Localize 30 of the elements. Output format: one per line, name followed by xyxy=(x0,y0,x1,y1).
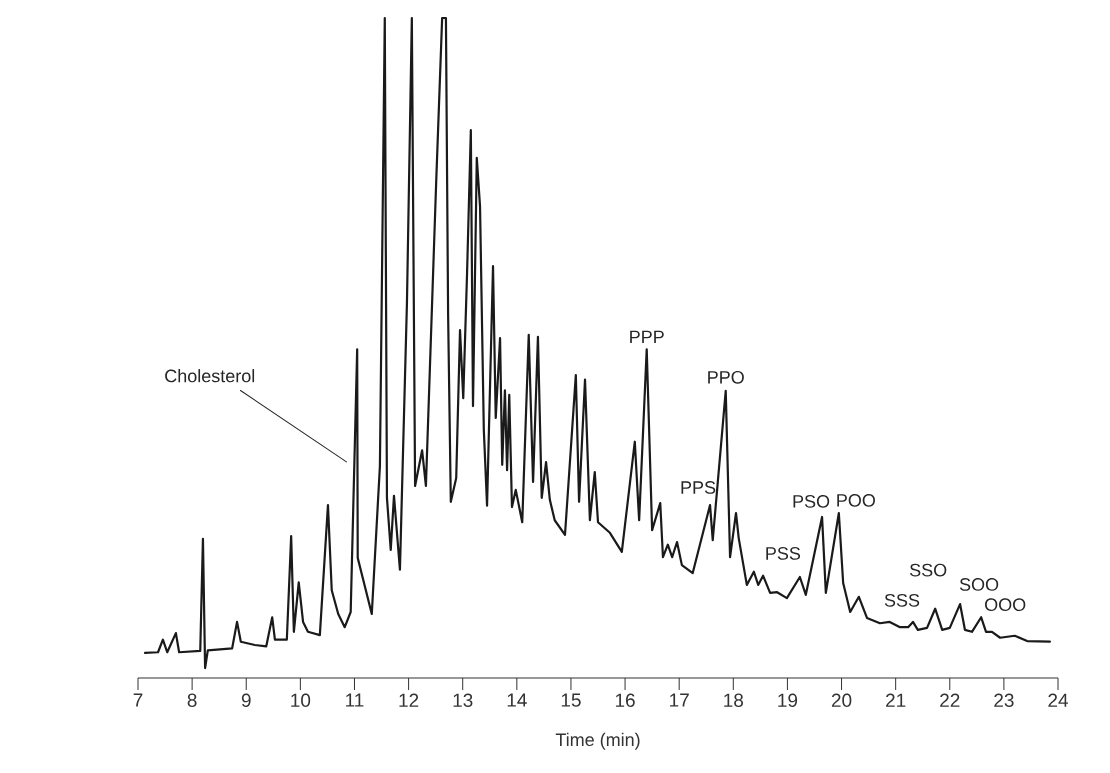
x-tick-label: 22 xyxy=(940,693,960,707)
x-tick-label: 16 xyxy=(615,693,635,707)
x-tick-label: 15 xyxy=(561,693,581,707)
annotation: PPO xyxy=(708,370,744,384)
annotation: PPP xyxy=(630,330,664,344)
x-tick-label: 18 xyxy=(724,693,744,707)
x-tick-label: 11 xyxy=(346,693,364,707)
x-tick-label: 19 xyxy=(778,693,798,707)
x-tick-label: 24 xyxy=(1048,693,1069,707)
x-tick-label: 23 xyxy=(994,693,1014,707)
x-tick-label: 13 xyxy=(453,693,473,707)
annotation: SSO xyxy=(909,563,947,577)
x-tick-label: 8 xyxy=(187,693,197,707)
annotation: SSS xyxy=(884,593,920,607)
annotation: POO xyxy=(837,494,875,507)
x-tick-label: 21 xyxy=(886,693,906,707)
x-tick-label: 10 xyxy=(291,693,311,707)
annotation: PPS xyxy=(681,481,716,494)
annotation: SOO xyxy=(959,578,999,591)
x-tick-label: 9 xyxy=(241,693,251,707)
x-tick-label: 12 xyxy=(399,693,419,707)
x-tick-label: 17 xyxy=(670,693,689,707)
x-axis-title: Time (min) xyxy=(555,732,640,750)
annotation: PSO xyxy=(793,495,830,508)
annotation: PSS xyxy=(766,547,801,560)
annotation: OOO xyxy=(985,598,1026,612)
x-tick-label: 20 xyxy=(831,693,852,707)
x-tick-label: 7 xyxy=(133,693,143,707)
x-tick-label: 14 xyxy=(507,693,527,707)
annotation: Cholesterol xyxy=(165,369,255,383)
